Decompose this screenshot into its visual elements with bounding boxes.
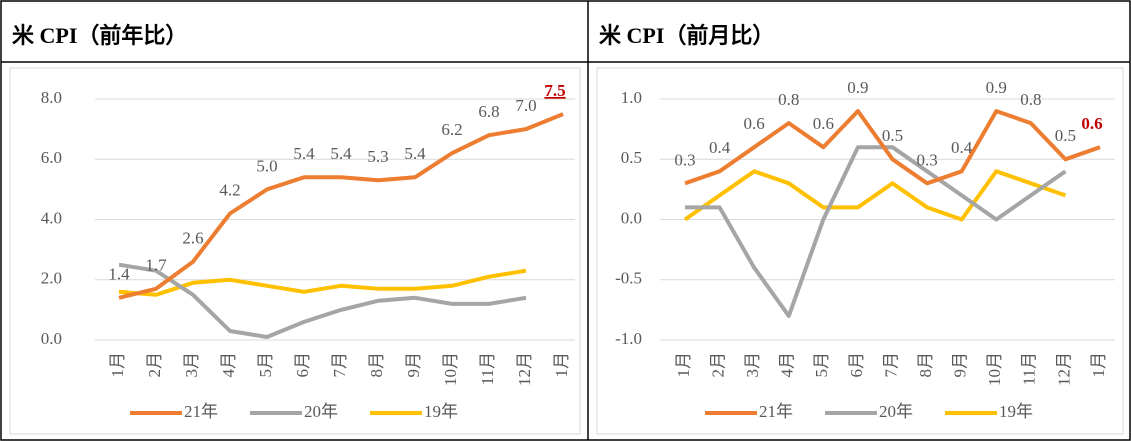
data-label: 5.4 xyxy=(404,144,426,163)
data-label: 1.7 xyxy=(145,256,167,275)
legend-label: 20年 xyxy=(879,402,913,421)
y-tick-label: 0.0 xyxy=(41,329,62,348)
x-tick-label: 12月 xyxy=(1054,352,1073,386)
x-tick-label: 8月 xyxy=(916,352,935,378)
chart-frame xyxy=(9,67,581,435)
x-tick-label: 9月 xyxy=(404,352,423,378)
x-tick-label: 1月 xyxy=(108,352,127,378)
line-series xyxy=(118,112,564,300)
y-tick-label: 0.5 xyxy=(621,148,642,167)
data-label: 5.0 xyxy=(256,156,277,175)
x-tick-label: 8月 xyxy=(367,352,386,378)
x-tick-label: 10月 xyxy=(985,352,1004,386)
x-tick-label: 4月 xyxy=(778,352,797,378)
data-label: 0.5 xyxy=(882,126,903,145)
data-label: 7.5 xyxy=(544,81,565,100)
x-tick-label: 9月 xyxy=(951,352,970,378)
line-series xyxy=(683,169,1067,222)
x-tick-label: 1月 xyxy=(1089,352,1108,378)
x-tick-label: 1月 xyxy=(552,352,571,378)
chart-frame xyxy=(596,67,1124,435)
line-series xyxy=(118,262,527,339)
y-tick-label: 0.0 xyxy=(621,208,642,227)
x-tick-label: 4月 xyxy=(219,352,238,378)
data-label: 0.9 xyxy=(986,78,1007,97)
x-tick-label: 5月 xyxy=(256,352,275,378)
legend-label: 21年 xyxy=(184,402,218,421)
y-tick-label: 8.0 xyxy=(41,88,62,107)
data-label: 1.4 xyxy=(108,265,130,284)
data-label: 0.6 xyxy=(1081,114,1102,133)
legend-label: 20年 xyxy=(304,402,338,421)
x-tick-label: 5月 xyxy=(812,352,831,378)
data-label: 7.0 xyxy=(515,96,536,115)
data-label: 4.2 xyxy=(219,180,240,199)
line-series xyxy=(118,268,527,297)
chart-title: 米 CPI（前月比） xyxy=(599,23,774,48)
x-tick-label: 11月 xyxy=(478,352,497,385)
data-label: 0.4 xyxy=(951,138,973,157)
x-tick-label: 10月 xyxy=(441,352,460,386)
data-label: 5.4 xyxy=(330,144,352,163)
x-tick-label: 2月 xyxy=(708,352,727,378)
data-label: 0.9 xyxy=(847,78,868,97)
data-label: 0.3 xyxy=(674,150,695,169)
data-label: 0.6 xyxy=(744,114,765,133)
y-tick-label: 1.0 xyxy=(621,88,642,107)
legend-label: 19年 xyxy=(999,402,1033,421)
data-label: 0.3 xyxy=(916,150,937,169)
x-tick-label: 3月 xyxy=(182,352,201,378)
x-tick-label: 2月 xyxy=(145,352,164,378)
x-tick-label: 12月 xyxy=(515,352,534,386)
x-tick-label: 7月 xyxy=(881,352,900,378)
y-tick-label: -1.0 xyxy=(615,329,642,348)
x-tick-label: 3月 xyxy=(743,352,762,378)
x-tick-label: 6月 xyxy=(293,352,312,378)
y-tick-label: 6.0 xyxy=(41,148,62,167)
data-label: 0.6 xyxy=(813,114,834,133)
chart-title: 米 CPI（前年比） xyxy=(12,23,187,48)
y-tick-label: -0.5 xyxy=(615,269,642,288)
y-tick-label: 4.0 xyxy=(41,208,62,227)
y-tick-label: 2.0 xyxy=(41,269,62,288)
data-label: 5.4 xyxy=(293,144,315,163)
data-label: 6.8 xyxy=(478,102,499,121)
data-label: 0.4 xyxy=(709,138,731,157)
legend-label: 21年 xyxy=(759,402,793,421)
x-tick-label: 7月 xyxy=(330,352,349,378)
x-tick-label: 11月 xyxy=(1020,352,1039,385)
x-tick-label: 6月 xyxy=(847,352,866,378)
data-label: 0.5 xyxy=(1055,126,1076,145)
data-label: 2.6 xyxy=(182,229,203,248)
data-label: 5.3 xyxy=(367,147,388,166)
x-tick-label: 1月 xyxy=(674,352,693,378)
line-series xyxy=(684,109,1101,186)
legend-label: 19年 xyxy=(424,402,458,421)
data-label: 6.2 xyxy=(441,120,462,139)
line-series xyxy=(685,145,1067,318)
data-label: 0.8 xyxy=(778,90,799,109)
data-label: 0.8 xyxy=(1020,90,1041,109)
